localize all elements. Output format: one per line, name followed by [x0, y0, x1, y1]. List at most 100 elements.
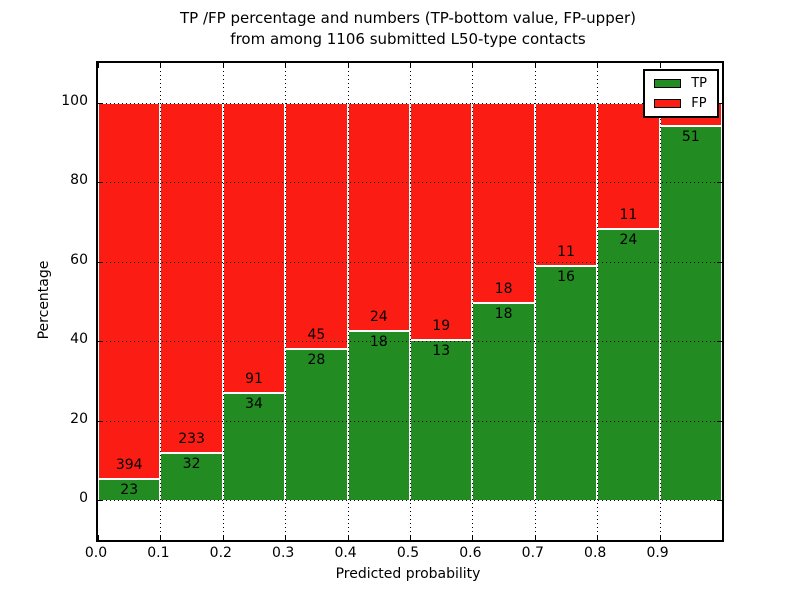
bar-label-tp: 34 — [245, 396, 263, 413]
legend-label-tp: TP — [691, 76, 707, 91]
bar-label-fp: 19 — [432, 317, 451, 334]
bar-label-fp: 45 — [307, 326, 326, 343]
y-tick-right — [717, 261, 722, 263]
y-tick-right — [717, 182, 722, 184]
x-tick-label: 0.2 — [209, 545, 232, 561]
y-tick-left — [98, 500, 103, 502]
bar-segment-tp — [222, 392, 286, 501]
x-tick-bottom — [472, 535, 474, 540]
bar-segment-fp — [410, 102, 473, 339]
x-tick-top — [534, 63, 536, 68]
x-tick-label: 0.3 — [272, 545, 295, 561]
bar-segment-tp — [160, 452, 223, 501]
legend: TP FP — [643, 69, 719, 118]
gridline-vertical — [285, 63, 287, 540]
x-tick-top — [160, 63, 162, 68]
x-tick-bottom — [98, 535, 99, 540]
x-tick-bottom — [410, 535, 411, 540]
y-tick-left — [98, 182, 103, 184]
x-tick-label: 0.1 — [147, 545, 170, 561]
y-tick-label: 20 — [70, 410, 88, 427]
x-tick-label: 0.9 — [646, 545, 669, 561]
x-tick-label: 0.8 — [584, 545, 607, 561]
plot-area: TP FP 394 23 233 32 91 34 45 28 24 18 19 13 18 18 11 16… — [96, 61, 724, 542]
x-tick-bottom — [160, 535, 162, 540]
x-tick-top — [98, 63, 99, 68]
x-tick-top — [285, 63, 287, 68]
gridline-vertical — [534, 63, 536, 540]
y-tick-label: 60 — [70, 251, 88, 268]
bar-label-tp: 32 — [182, 456, 201, 473]
x-tick-bottom — [597, 535, 599, 540]
bar-label-tp: 18 — [494, 305, 513, 322]
bar-segment-fp — [472, 102, 535, 302]
bar-label-tp: 23 — [120, 482, 139, 499]
bar-label-fp: 24 — [369, 308, 388, 325]
y-tick-left — [98, 261, 103, 263]
y-axis-label: Percentage — [36, 260, 52, 340]
x-tick-label: 0.6 — [459, 545, 482, 561]
x-axis-label: Predicted probability — [335, 566, 481, 582]
bar-segment-tp — [659, 124, 722, 501]
chart-title: TP /FP percentage and numbers (TP-bottom… — [96, 8, 720, 50]
tp-color-swatch — [654, 79, 682, 88]
y-tick-right — [717, 420, 722, 422]
bar-segment-tp — [347, 329, 410, 501]
x-tick-top — [597, 63, 599, 68]
x-tick-top — [347, 63, 349, 68]
bar-segment-tp — [597, 227, 660, 501]
gridline-vertical — [472, 63, 474, 540]
x-tick-bottom — [659, 535, 661, 540]
x-tick-bottom — [222, 535, 224, 540]
bar-segment-tp — [472, 301, 535, 501]
x-tick-bottom — [347, 535, 349, 540]
y-tick-right — [717, 341, 722, 343]
legend-item-tp: TP — [654, 77, 707, 90]
x-tick-top — [222, 63, 224, 68]
y-tick-label: 80 — [70, 172, 88, 189]
bar-segment-tp — [285, 347, 348, 501]
y-tick-left — [98, 341, 103, 343]
chart-title-line2: from among 1106 submitted L50-type conta… — [230, 30, 586, 48]
x-tick-top — [472, 63, 474, 68]
gridline-vertical — [597, 63, 599, 540]
y-tick-right — [717, 500, 722, 502]
bar-label-tp: 13 — [432, 342, 451, 359]
bar-segment-fp — [98, 102, 161, 479]
bar-segment-fp — [597, 102, 660, 228]
y-tick-label: 40 — [70, 331, 88, 348]
bar-label-fp: 11 — [619, 206, 638, 223]
x-tick-label: 0.5 — [396, 545, 420, 561]
legend-item-fp: FP — [654, 97, 707, 110]
gridline-vertical — [222, 63, 224, 540]
y-tick-left — [98, 420, 103, 422]
x-tick-top — [410, 63, 411, 68]
bar-segment-fp — [222, 102, 286, 393]
bar-label-fp: 233 — [178, 431, 205, 448]
bar-label-tp: 16 — [557, 268, 575, 285]
y-tick-label: 100 — [61, 92, 88, 109]
bar-segment-fp — [347, 102, 410, 330]
bar-segment-tp — [534, 264, 598, 501]
bar-label-fp: 91 — [245, 371, 263, 388]
gridline-vertical — [410, 63, 411, 540]
x-tick-label: 0.7 — [521, 545, 544, 561]
y-tick-left — [98, 102, 103, 104]
y-tick-label: 0 — [79, 490, 88, 507]
bar-segment-fp — [534, 102, 598, 265]
bar-label-fp: 394 — [115, 457, 143, 474]
bar-label-fp: 11 — [557, 243, 575, 260]
legend-label-fp: FP — [691, 96, 707, 111]
bar-segment-fp — [285, 102, 348, 348]
bar-label-tp: 28 — [307, 351, 326, 368]
bar-segment-tp — [98, 478, 161, 501]
x-tick-top — [659, 63, 661, 68]
fp-color-swatch — [654, 99, 682, 108]
y-tick-right — [717, 102, 722, 104]
bar-label-fp: 18 — [494, 280, 513, 297]
bar-label-tp: 24 — [619, 231, 638, 248]
chart-title-line1: TP /FP percentage and numbers (TP-bottom… — [180, 9, 636, 27]
x-tick-bottom — [534, 535, 536, 540]
x-tick-label: 0.4 — [334, 545, 357, 561]
